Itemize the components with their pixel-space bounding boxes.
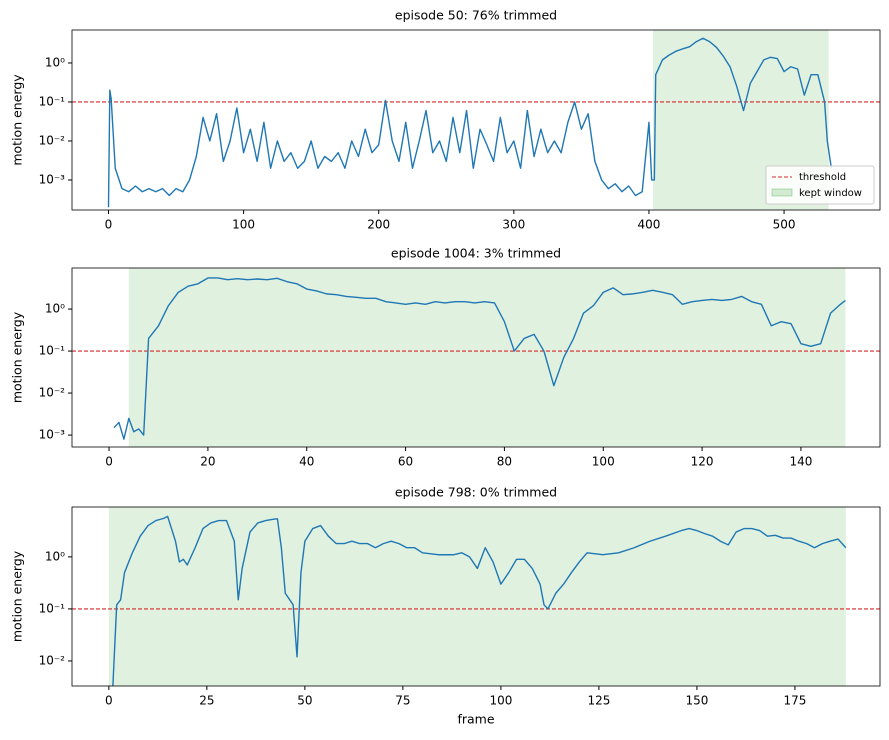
legend-label: threshold	[799, 172, 846, 183]
y-tick-label: 10⁻²	[39, 133, 66, 147]
series-line	[112, 515, 847, 686]
x-tick-label: 100	[489, 694, 512, 708]
y-tick-label: 10⁻³	[39, 428, 66, 442]
x-tick-label: 120	[691, 455, 714, 469]
x-tick-label: 0	[105, 218, 113, 232]
x-tick-label: 200	[367, 218, 390, 232]
y-tick-label: 10⁰	[45, 55, 65, 69]
x-tick-label: 140	[789, 455, 812, 469]
x-tick-label: 0	[105, 694, 113, 708]
x-tick-label: 80	[497, 455, 512, 469]
series-line	[107, 37, 833, 208]
x-tick-label: 150	[685, 694, 708, 708]
legend-box	[765, 165, 875, 205]
y-tick-label: 10⁰	[45, 549, 65, 563]
kept-window	[108, 507, 846, 686]
legend-window-swatch	[771, 188, 793, 197]
y-tick-label: 10⁻²	[39, 653, 66, 667]
axes-frame	[71, 267, 881, 448]
y-tick-label: 10⁻²	[39, 386, 66, 400]
x-tick-label: 300	[502, 218, 525, 232]
subplot-title: episode 1004: 3% trimmed	[391, 246, 561, 261]
x-tick-label: 40	[299, 455, 314, 469]
x-tick-label: 20	[200, 455, 215, 469]
axes-frame	[71, 29, 881, 211]
y-tick-label: 10⁻¹	[39, 94, 66, 108]
y-axis-label: motion energy	[10, 550, 25, 642]
x-tick-label: 400	[637, 218, 660, 232]
x-tick-label: 100	[592, 455, 615, 469]
x-tick-label: 500	[773, 218, 796, 232]
y-tick-label: 10⁰	[45, 302, 65, 316]
y-tick-label: 10⁻¹	[39, 344, 66, 358]
kept-window	[128, 268, 846, 447]
y-tick-label: 10⁻³	[39, 172, 66, 186]
x-tick-label: 125	[587, 694, 610, 708]
series-line	[113, 277, 846, 440]
y-axis-label: motion energy	[10, 311, 25, 403]
x-tick-label: 0	[105, 455, 113, 469]
x-tick-label: 60	[398, 455, 413, 469]
legend-label: kept window	[799, 188, 862, 199]
x-tick-label: 50	[297, 694, 312, 708]
x-tick-label: 100	[232, 218, 255, 232]
x-tick-label: 75	[395, 694, 410, 708]
x-tick-label: 175	[783, 694, 806, 708]
subplot-title: episode 50: 76% trimmed	[395, 8, 557, 23]
axes-frame	[71, 506, 881, 687]
y-axis-label: motion energy	[10, 74, 25, 166]
x-axis-label: frame	[457, 712, 494, 727]
y-tick-label: 10⁻¹	[39, 601, 66, 615]
subplot-title: episode 798: 0% trimmed	[395, 485, 557, 500]
x-tick-label: 25	[199, 694, 214, 708]
